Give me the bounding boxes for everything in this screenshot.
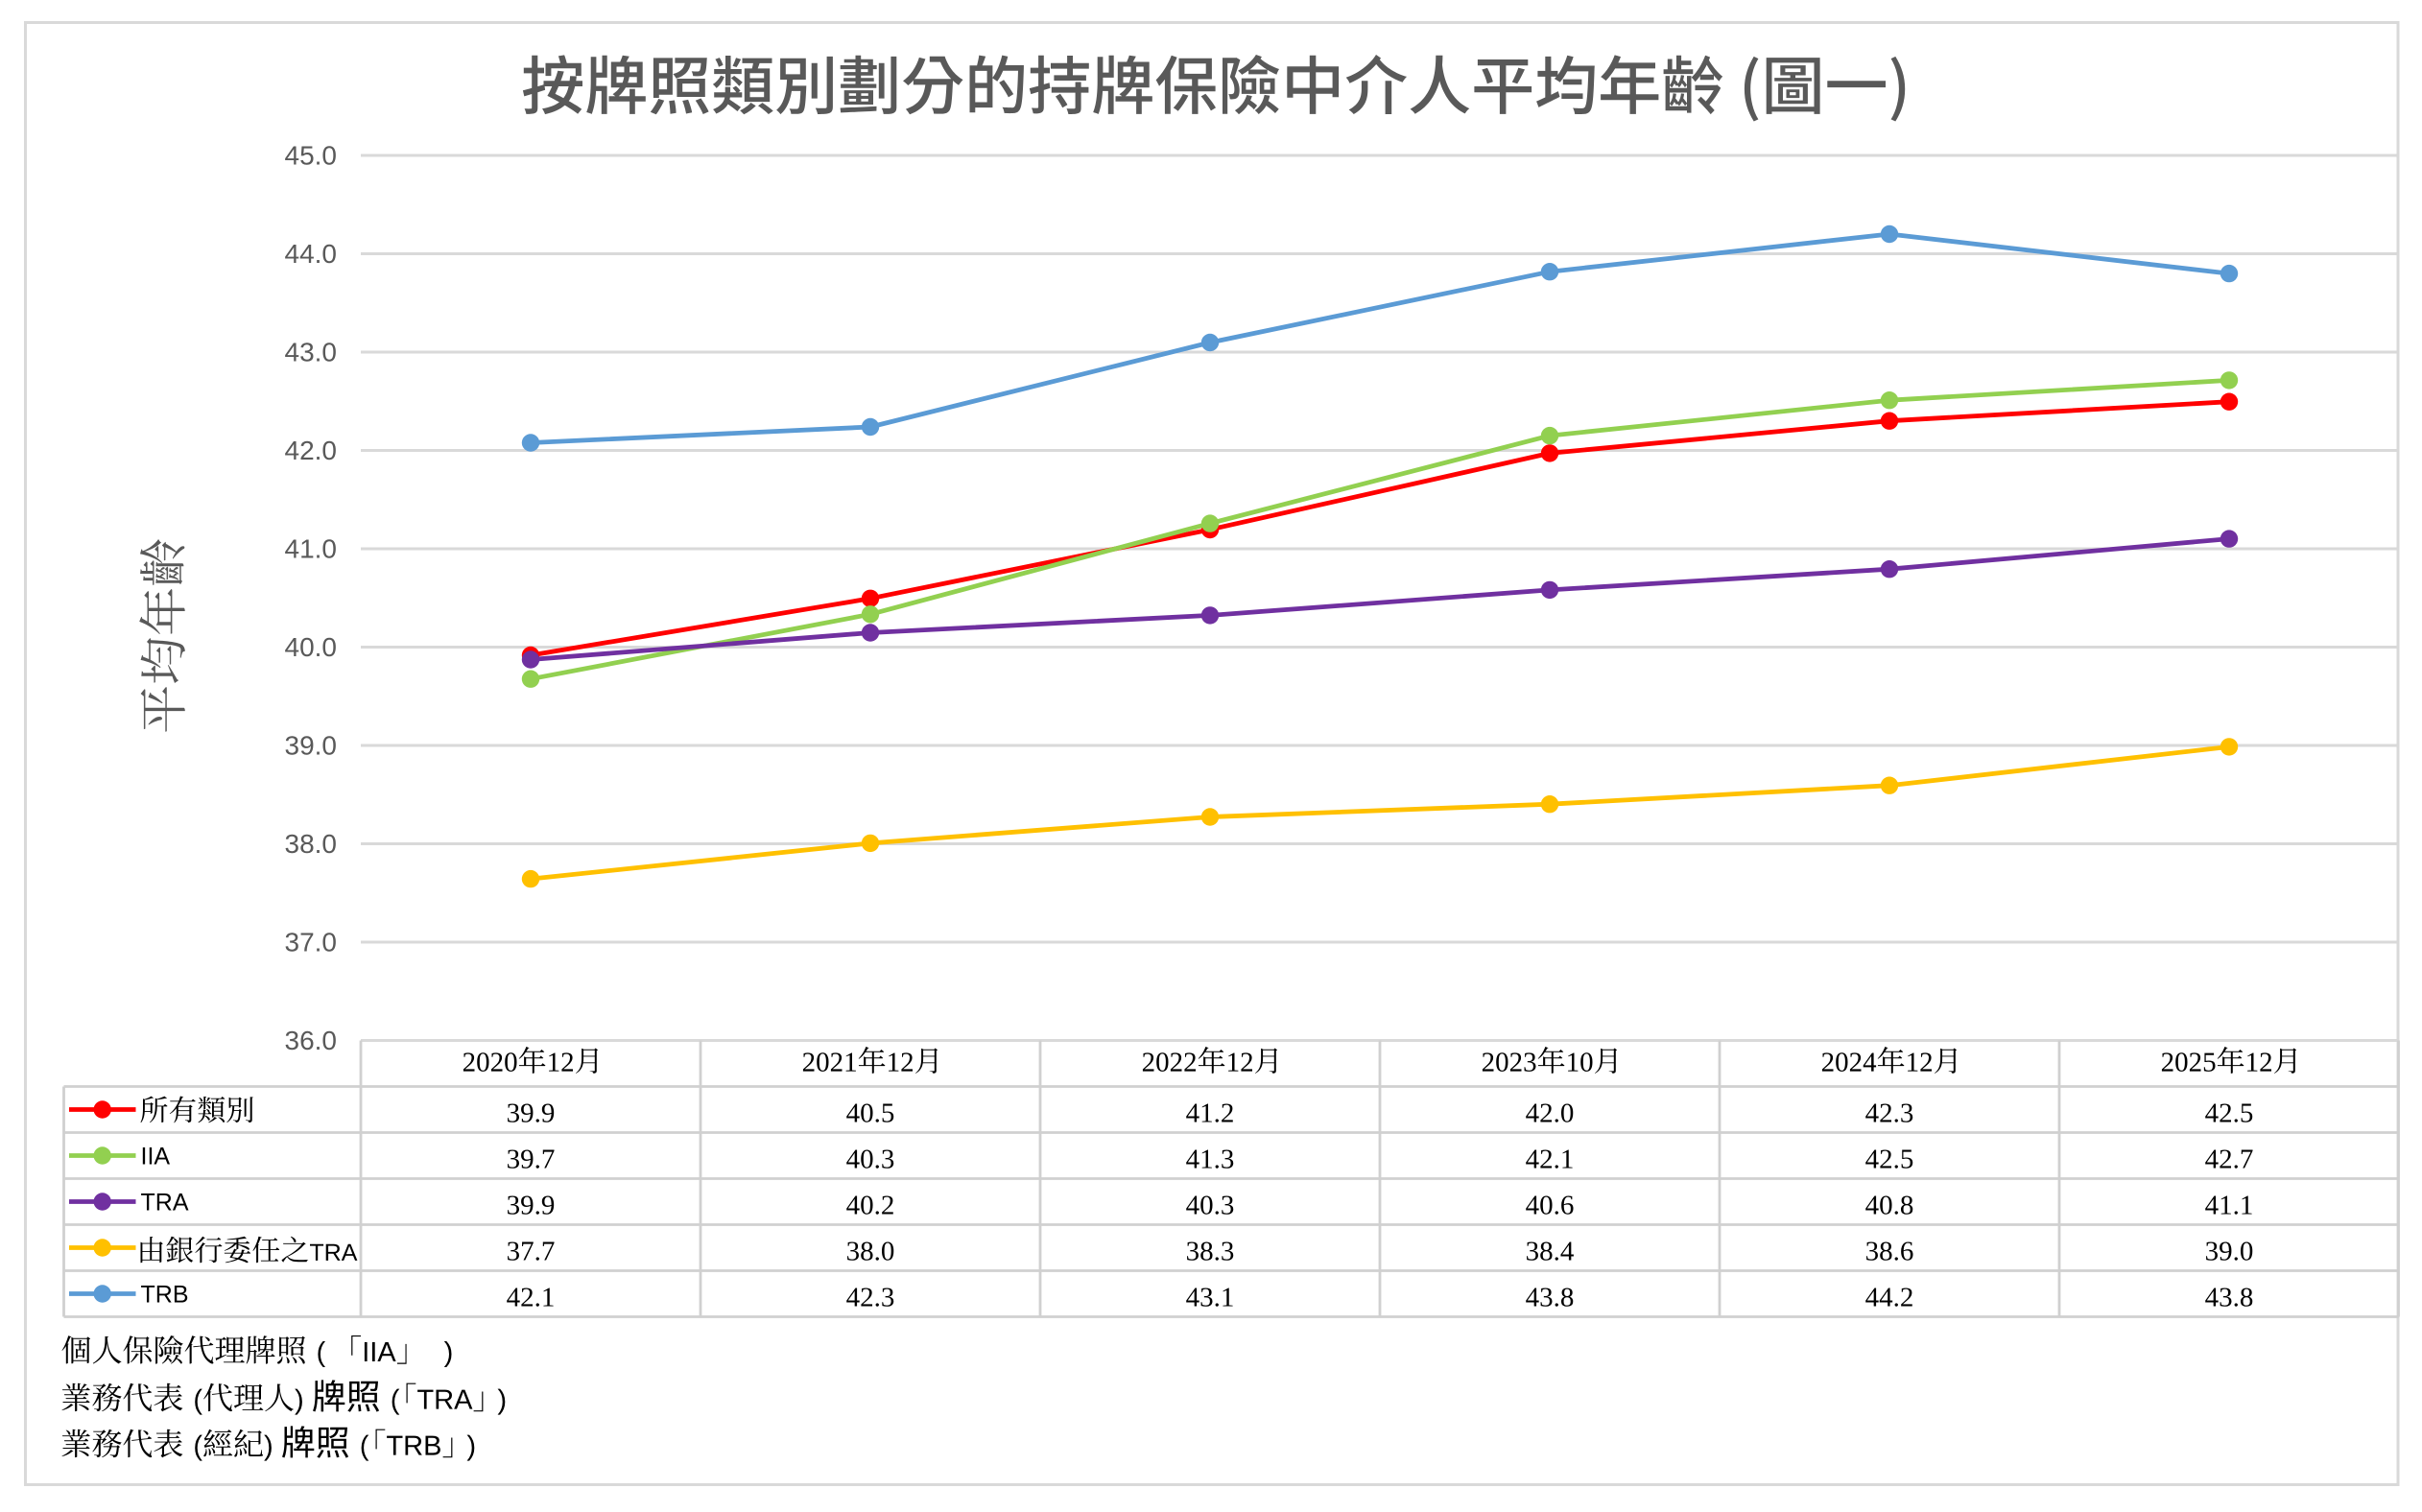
svg-text:43.0: 43.0 bbox=[285, 338, 338, 367]
svg-text:41.3: 41.3 bbox=[1186, 1145, 1235, 1175]
svg-text:39.9: 39.9 bbox=[507, 1099, 556, 1129]
svg-text:40.3: 40.3 bbox=[1186, 1191, 1235, 1221]
svg-text:45.0: 45.0 bbox=[285, 141, 338, 171]
svg-text:42.0: 42.0 bbox=[285, 436, 338, 465]
svg-text:40.6: 40.6 bbox=[1526, 1191, 1575, 1221]
svg-text:41.2: 41.2 bbox=[1186, 1099, 1235, 1129]
svg-text:38.4: 38.4 bbox=[1526, 1237, 1575, 1267]
svg-text:40.5: 40.5 bbox=[846, 1099, 895, 1129]
svg-text:TRA: TRA bbox=[141, 1190, 189, 1217]
svg-text:42.1: 42.1 bbox=[1526, 1145, 1575, 1175]
svg-text:TRB: TRB bbox=[141, 1282, 189, 1309]
svg-text:42.3: 42.3 bbox=[1865, 1099, 1914, 1129]
svg-text:38.0: 38.0 bbox=[846, 1237, 895, 1267]
svg-text:40.2: 40.2 bbox=[846, 1191, 895, 1221]
svg-text:42.7: 42.7 bbox=[2205, 1145, 2254, 1175]
svg-text:39.9: 39.9 bbox=[507, 1191, 556, 1221]
svg-text:42.3: 42.3 bbox=[846, 1283, 895, 1313]
svg-text:39.0: 39.0 bbox=[2205, 1237, 2254, 1267]
svg-text:44.0: 44.0 bbox=[285, 239, 338, 269]
svg-text:41.1: 41.1 bbox=[2205, 1191, 2254, 1221]
svg-text:42.0: 42.0 bbox=[1526, 1099, 1575, 1129]
svg-text:42.5: 42.5 bbox=[2205, 1099, 2254, 1129]
svg-text:39.0: 39.0 bbox=[285, 731, 338, 761]
svg-text:37.0: 37.0 bbox=[285, 928, 338, 957]
svg-text:38.6: 38.6 bbox=[1865, 1237, 1914, 1267]
svg-text:43.8: 43.8 bbox=[2205, 1283, 2254, 1313]
svg-text:43.8: 43.8 bbox=[1526, 1283, 1575, 1313]
svg-text:42.1: 42.1 bbox=[507, 1283, 556, 1313]
svg-text:37.7: 37.7 bbox=[507, 1237, 556, 1267]
svg-text:39.7: 39.7 bbox=[507, 1145, 556, 1175]
svg-text:44.2: 44.2 bbox=[1865, 1283, 1914, 1313]
svg-text:36.0: 36.0 bbox=[285, 1026, 338, 1055]
svg-text:38.3: 38.3 bbox=[1186, 1237, 1235, 1267]
svg-text:40.8: 40.8 bbox=[1865, 1191, 1914, 1221]
svg-text:40.3: 40.3 bbox=[846, 1145, 895, 1175]
svg-text:41.0: 41.0 bbox=[285, 534, 338, 564]
svg-text:42.5: 42.5 bbox=[1865, 1145, 1914, 1175]
svg-text:43.1: 43.1 bbox=[1186, 1283, 1235, 1313]
svg-text:IIA: IIA bbox=[141, 1144, 171, 1170]
svg-text:40.0: 40.0 bbox=[285, 632, 338, 662]
svg-text:38.0: 38.0 bbox=[285, 829, 338, 859]
